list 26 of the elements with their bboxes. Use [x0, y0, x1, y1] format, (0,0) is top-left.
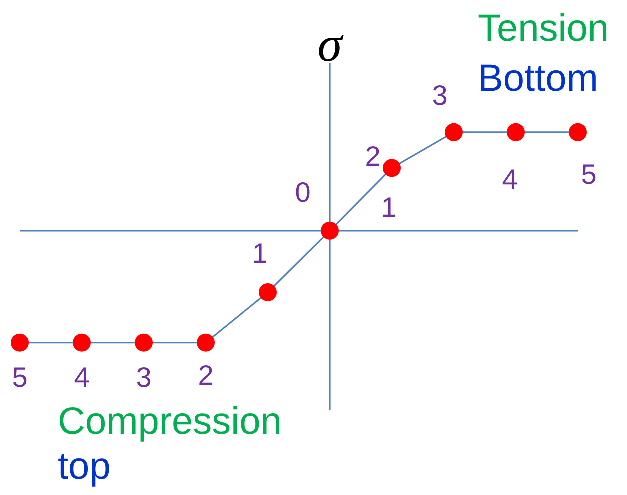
- point: [321, 222, 339, 240]
- annotation: 1: [381, 192, 397, 223]
- text: Bottom: [478, 58, 598, 100]
- annotation: 1: [252, 238, 268, 270]
- point: [569, 123, 587, 142]
- y-axis-title: σ: [318, 16, 345, 72]
- annotation: 0: [295, 176, 311, 208]
- annotation: 4: [502, 164, 518, 196]
- point: [445, 123, 463, 142]
- text: 3: [432, 80, 448, 112]
- point: [507, 123, 525, 142]
- point: [259, 283, 277, 302]
- text: Tension: [478, 8, 609, 50]
- text: top: [58, 446, 111, 488]
- text: Compression: [58, 401, 282, 443]
- point: [135, 334, 153, 352]
- annotation: 2: [365, 141, 381, 172]
- text: 2: [198, 360, 214, 391]
- text: 4: [74, 362, 90, 393]
- text: 3: [136, 362, 152, 393]
- point: [73, 334, 91, 352]
- point: [383, 159, 401, 178]
- text: 5: [581, 159, 597, 190]
- point: [197, 334, 215, 352]
- text: 5: [12, 362, 28, 393]
- point: [11, 334, 29, 352]
